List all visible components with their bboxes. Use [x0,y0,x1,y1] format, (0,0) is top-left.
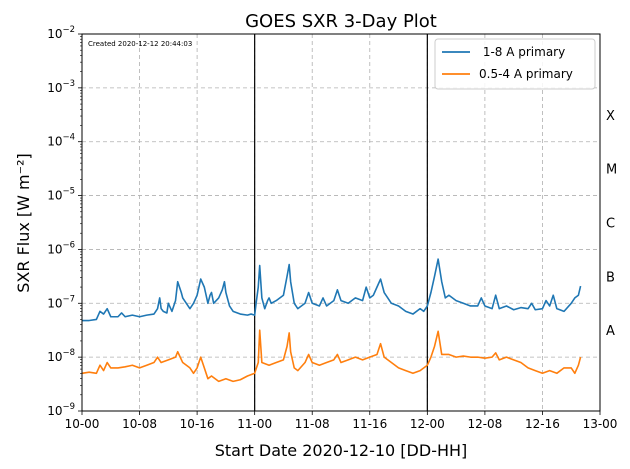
x-tick-label: 11-08 [295,417,330,431]
flare-class-label: A [606,324,615,339]
legend: 1-8 A primary 0.5-4 A primary [434,38,596,90]
y-tick-label: 10−6 [47,240,75,256]
series-line-long-channel [82,258,582,322]
x-tick-label: 10-00 [65,417,100,431]
y-tick-label: 10−8 [47,348,75,364]
legend-label: 1-8 A primary [479,45,565,59]
x-tick-label: 10-08 [122,417,157,431]
legend-label: 0.5-4 A primary [479,67,573,81]
x-axis-ticks: 10-00 10-08 10-16 11-00 11-08 11-16 12-00 12-08… [65,411,618,431]
y-tick-label: 10−9 [47,402,75,418]
plot-frame [81,33,601,412]
x-axis-label: Start Date 2020-12-10 [DD-HH] [215,441,468,460]
legend-box [434,38,596,90]
day-boundary-lines [254,34,428,411]
chart-title: GOES SXR 3-Day Plot [245,11,437,32]
y-axis-label: SXR Flux [W m⁻²] [14,153,33,293]
series-line-short-channel [81,329,582,383]
series-layer [81,258,582,383]
grid-lines [81,34,601,411]
x-tick-label: 11-16 [352,417,387,431]
x-tick-label: 13-00 [583,417,618,431]
flare-class-label: M [606,163,617,178]
flare-class-label: C [606,217,615,232]
y-tick-label: 10−7 [47,294,75,310]
created-timestamp: Created 2020-12-12 20:44:03 [88,40,192,48]
y-tick-label: 10−3 [47,79,75,95]
x-tick-label: 10-16 [180,417,215,431]
flare-class-label: B [606,270,615,285]
x-tick-label: 11-00 [237,417,272,431]
x-tick-label: 12-16 [525,417,560,431]
y-tick-label: 10−2 [47,25,75,41]
flare-class-labels: A B C M X [606,109,617,339]
x-tick-label: 12-00 [410,417,445,431]
x-tick-label: 12-08 [467,417,502,431]
y-axis-ticks: 10−9 10−8 10−7 10−6 10−5 10−4 10−3 10−2 [47,25,82,418]
y-tick-label: 10−5 [47,187,75,203]
y-tick-label: 10−4 [47,133,75,149]
flare-class-label: X [606,109,615,124]
